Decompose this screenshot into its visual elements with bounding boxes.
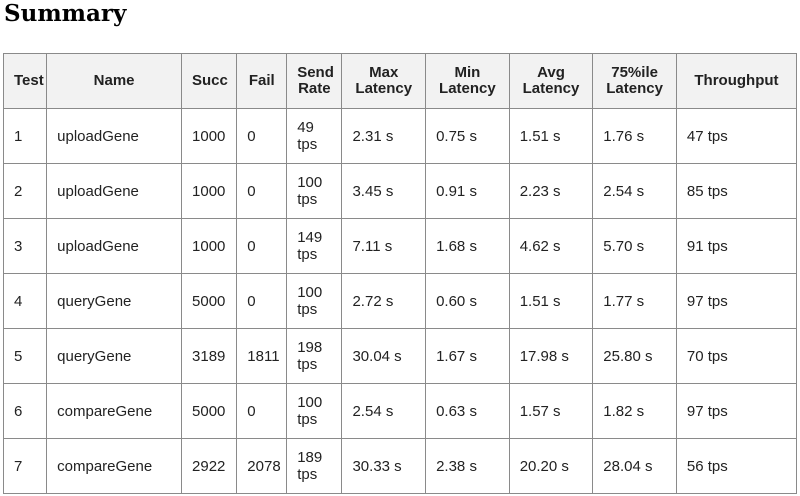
table-row: 2 uploadGene 1000 0 100 tps 3.45 s 0.91 s 2.23 …	[2, 163, 798, 219]
table-cell: 2.38 s	[425, 438, 510, 494]
column-header-avg-latency: Avg Latency	[508, 53, 594, 109]
send-rate-value: 100 tps	[297, 284, 323, 318]
table-cell: 4	[2, 273, 48, 329]
column-header-test: Test	[2, 53, 48, 109]
table-cell: 6	[2, 383, 48, 439]
table-cell: 1000	[181, 163, 238, 219]
table-cell: 0	[236, 163, 288, 219]
table-cell: 5000	[181, 383, 238, 439]
column-header-send-rate: Send Rate	[286, 53, 343, 109]
table-cell: 20.20 s	[508, 438, 594, 494]
table-cell: 2	[2, 163, 48, 219]
table-cell: 2.72 s	[341, 273, 427, 329]
table-cell: 28.04 s	[592, 438, 677, 494]
table-body: 1 uploadGene 1000 0 49 tps 2.31 s 0.75 s 1.51 s…	[2, 108, 798, 494]
table-cell: 25.80 s	[592, 328, 677, 384]
table-cell: 2.23 s	[508, 163, 594, 219]
table-cell: 1.82 s	[592, 383, 677, 439]
table-cell: 100 tps	[286, 163, 343, 219]
table-cell: 3.45 s	[341, 163, 427, 219]
table-cell: 1.67 s	[425, 328, 510, 384]
summary-table: Test Name Succ Fail Send Rate Max Latency Min …	[2, 53, 798, 494]
table-header-row: Test Name Succ Fail Send Rate Max Latency Min …	[2, 53, 798, 109]
table-cell: 30.33 s	[341, 438, 427, 494]
page-title: Summary	[4, 0, 127, 27]
table-cell: 5.70 s	[592, 218, 677, 274]
column-header-fail: Fail	[236, 53, 288, 109]
table-row: 4 queryGene 5000 0 100 tps 2.72 s 0.60 s 1.51 s…	[2, 273, 798, 329]
table-cell: 47 tps	[675, 108, 798, 164]
table-row: 3 uploadGene 1000 0 149 tps 7.11 s 1.68 s 4.62 …	[2, 218, 798, 274]
table-cell: 91 tps	[675, 218, 798, 274]
table-cell: 2922	[181, 438, 238, 494]
table-cell: uploadGene	[46, 218, 183, 274]
table-cell: 2.54 s	[592, 163, 677, 219]
table-cell: 149 tps	[286, 218, 343, 274]
table-cell: 0	[236, 108, 288, 164]
column-header-succ: Succ	[181, 53, 238, 109]
table-cell: 49 tps	[286, 108, 343, 164]
column-header-min-latency: Min Latency	[425, 53, 510, 109]
send-rate-value: 100 tps	[297, 394, 323, 428]
table-cell: 1.51 s	[508, 273, 594, 329]
table-cell: 97 tps	[675, 273, 798, 329]
table-cell: 1.68 s	[425, 218, 510, 274]
table-cell: 2.31 s	[341, 108, 427, 164]
send-rate-value: 100 tps	[297, 174, 323, 208]
table-cell: 0	[236, 218, 288, 274]
column-header-throughput: Throughput	[675, 53, 798, 109]
table-cell: 198 tps	[286, 328, 343, 384]
send-rate-value: 49 tps	[297, 119, 318, 153]
send-rate-value: 149 tps	[297, 229, 323, 263]
table-cell: 100 tps	[286, 383, 343, 439]
table-cell: 5000	[181, 273, 238, 329]
table-cell: 100 tps	[286, 273, 343, 329]
column-header-name: Name	[46, 53, 183, 109]
column-header-75-ile-latency: 75%ile Latency	[592, 53, 677, 109]
table-cell: 97 tps	[675, 383, 798, 439]
table-cell: compareGene	[46, 383, 183, 439]
table-cell: 0.91 s	[425, 163, 510, 219]
table-cell: uploadGene	[46, 163, 183, 219]
table-cell: 189 tps	[286, 438, 343, 494]
table-cell: 56 tps	[675, 438, 798, 494]
table-cell: 1	[2, 108, 48, 164]
table-cell: 4.62 s	[508, 218, 594, 274]
table-cell: 2078	[236, 438, 288, 494]
table-cell: 0.63 s	[425, 383, 510, 439]
table-cell: 0.60 s	[425, 273, 510, 329]
table-row: 5 queryGene 3189 1811 198 tps 30.04 s 1.67 s 17…	[2, 328, 798, 384]
table-row: 6 compareGene 5000 0 100 tps 2.54 s 0.63 s 1.57…	[2, 383, 798, 439]
table-row: 7 compareGene 2922 2078 189 tps 30.33 s 2.38 s…	[2, 438, 798, 494]
table-cell: 70 tps	[675, 328, 798, 384]
table-cell: 1000	[181, 108, 238, 164]
send-rate-value: 189 tps	[297, 449, 323, 483]
table-cell: queryGene	[46, 273, 183, 329]
table-cell: queryGene	[46, 328, 183, 384]
table-cell: 85 tps	[675, 163, 798, 219]
table-cell: 0.75 s	[425, 108, 510, 164]
table-cell: 7	[2, 438, 48, 494]
table-cell: 17.98 s	[508, 328, 594, 384]
table-cell: 0	[236, 383, 288, 439]
table-cell: uploadGene	[46, 108, 183, 164]
table-cell: 30.04 s	[341, 328, 427, 384]
table-cell: 1.76 s	[592, 108, 677, 164]
table-cell: 2.54 s	[341, 383, 427, 439]
table-cell: 1.77 s	[592, 273, 677, 329]
column-header-max-latency: Max Latency	[341, 53, 427, 109]
send-rate-value: 198 tps	[297, 339, 323, 373]
table-cell: 3189	[181, 328, 238, 384]
table-cell: 0	[236, 273, 288, 329]
table-cell: 1000	[181, 218, 238, 274]
table-row: 1 uploadGene 1000 0 49 tps 2.31 s 0.75 s 1.51 s…	[2, 108, 798, 164]
table-cell: 1.57 s	[508, 383, 594, 439]
table-cell: 3	[2, 218, 48, 274]
table-cell: 5	[2, 328, 48, 384]
table-cell: 1.51 s	[508, 108, 594, 164]
table-cell: 7.11 s	[341, 218, 427, 274]
table-cell: compareGene	[46, 438, 183, 494]
table-cell: 1811	[236, 328, 288, 384]
